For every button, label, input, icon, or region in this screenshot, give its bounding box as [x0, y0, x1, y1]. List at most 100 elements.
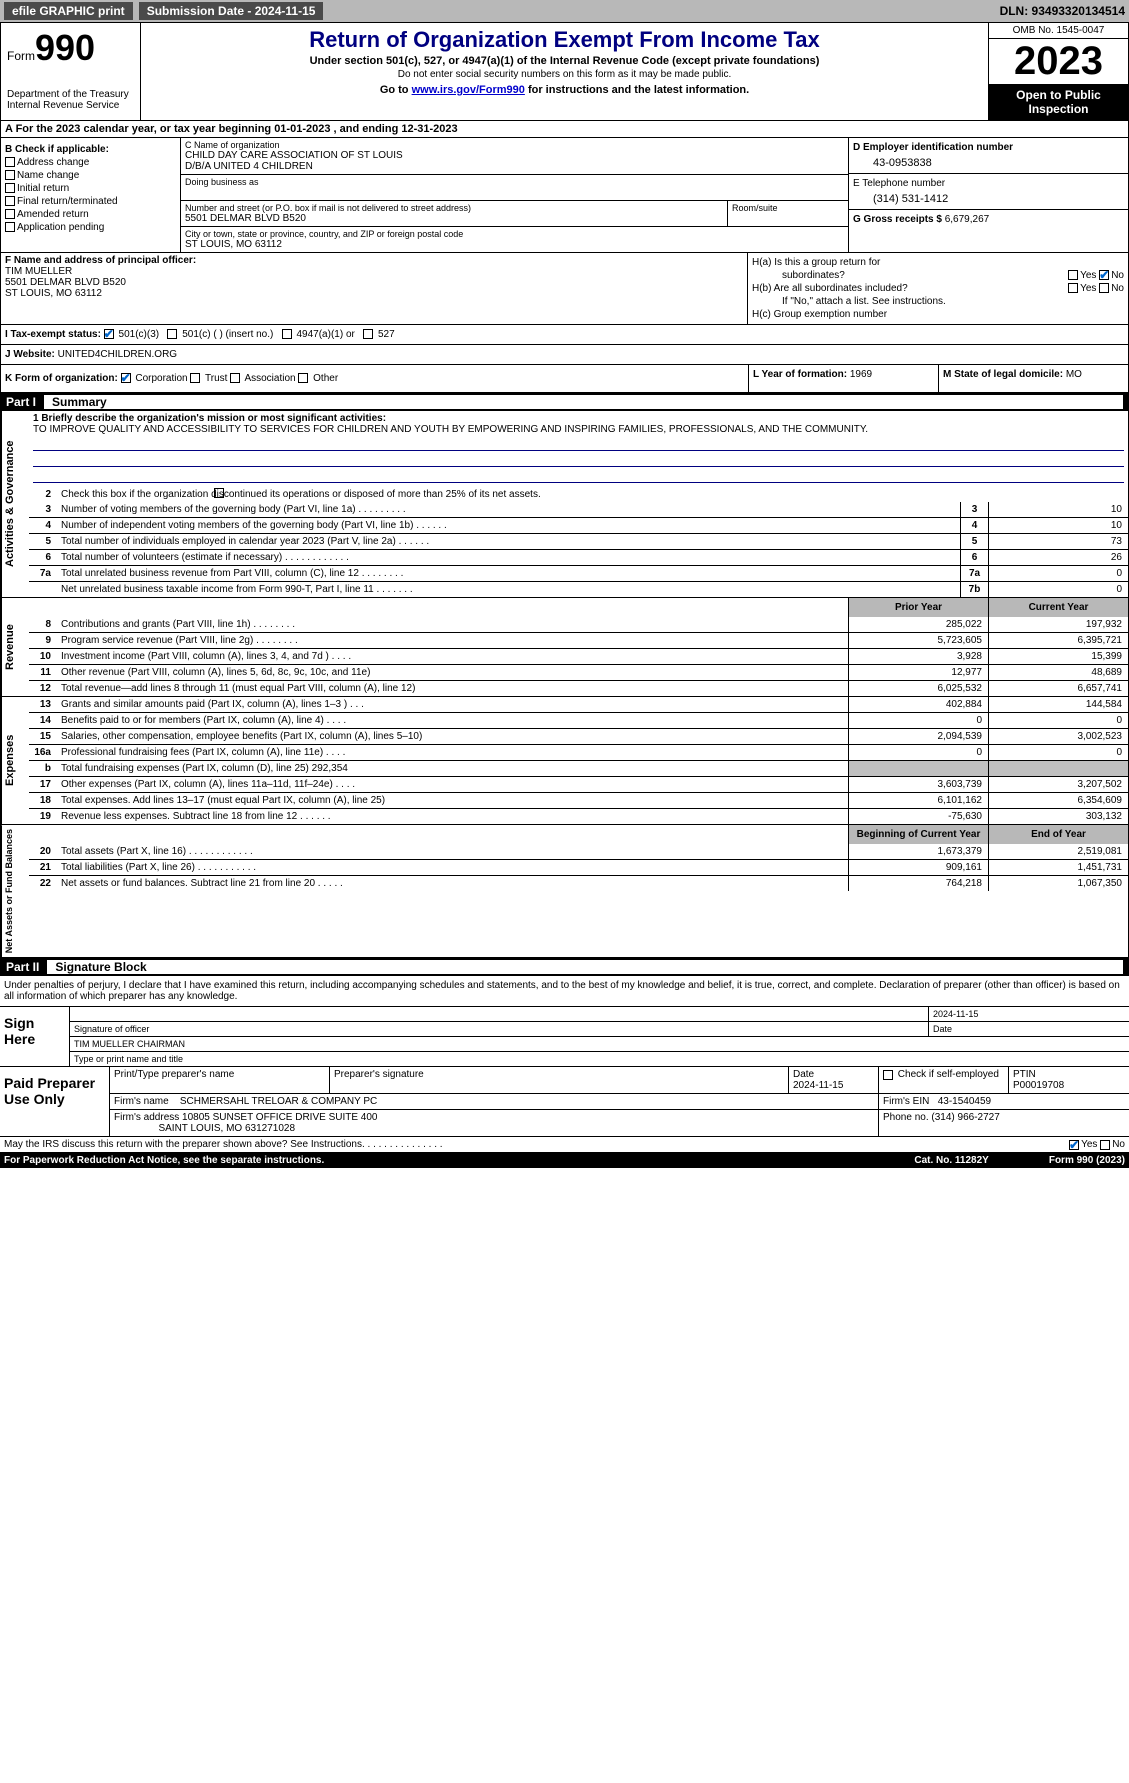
- officer-name: TIM MUELLER: [5, 266, 743, 277]
- exp-row: 14Benefits paid to or for members (Part …: [29, 713, 1128, 729]
- ein-value: 43-0953838: [853, 153, 1124, 169]
- exp-row: 16aProfessional fundraising fees (Part I…: [29, 745, 1128, 761]
- tax-year: 2023: [989, 39, 1128, 84]
- j-website: J Website: UNITED4CHILDREN.ORG: [1, 345, 1128, 364]
- cb-self-employed[interactable]: [883, 1070, 893, 1080]
- cb-address-change[interactable]: Address change: [5, 157, 176, 168]
- cb-4947[interactable]: [282, 329, 292, 339]
- sign-here-label: Sign Here: [0, 1007, 70, 1066]
- exp-row: 13Grants and similar amounts paid (Part …: [29, 697, 1128, 713]
- cb-other[interactable]: [298, 373, 308, 383]
- discuss-no[interactable]: [1100, 1140, 1110, 1150]
- col-b-checkboxes: B Check if applicable: Address change Na…: [1, 138, 181, 252]
- cb-final-return[interactable]: Final return/terminated: [5, 196, 176, 207]
- row-a-calendar: A For the 2023 calendar year, or tax yea…: [0, 121, 1129, 138]
- form-prefix: Form: [7, 49, 35, 63]
- org-name: CHILD DAY CARE ASSOCIATION OF ST LOUIS: [185, 150, 844, 161]
- hdr-end: End of Year: [988, 825, 1128, 844]
- vlabel-exp: Expenses: [1, 697, 29, 824]
- c-name-label: C Name of organization: [185, 140, 844, 150]
- h-box: H(a) Is this a group return for subordin…: [748, 253, 1128, 324]
- prep-date: 2024-11-15: [793, 1080, 843, 1091]
- street-box: Number and street (or P.O. box if mail i…: [181, 201, 728, 226]
- cb-501c3[interactable]: [104, 329, 114, 339]
- hb-yes[interactable]: [1068, 283, 1078, 293]
- form-subtitle1: Under section 501(c), 527, or 4947(a)(1)…: [145, 55, 984, 67]
- cb-527[interactable]: [363, 329, 373, 339]
- perjury-text: Under penalties of perjury, I declare th…: [0, 976, 1129, 1007]
- part1-header: Part I Summary: [0, 393, 1129, 411]
- l4-val: 10: [988, 518, 1128, 533]
- discuss-row: May the IRS discuss this return with the…: [0, 1137, 1129, 1153]
- cb-name-change[interactable]: Name change: [5, 170, 176, 181]
- date-label: Date: [929, 1022, 1129, 1036]
- year-formation: 1969: [850, 369, 872, 380]
- hb-no[interactable]: [1099, 283, 1109, 293]
- cb-amended-return[interactable]: Amended return: [5, 209, 176, 220]
- b-header: B Check if applicable:: [5, 144, 176, 155]
- ptin-value: P00019708: [1013, 1080, 1064, 1091]
- paid-preparer-label: Paid Preparer Use Only: [0, 1067, 110, 1136]
- org-dba: D/B/A UNITED 4 CHILDREN: [185, 161, 844, 172]
- c-dba-box: Doing business as: [181, 175, 848, 201]
- discuss-yes[interactable]: [1069, 1140, 1079, 1150]
- l3-val: 10: [988, 502, 1128, 517]
- cb-assoc[interactable]: [230, 373, 240, 383]
- paperwork-notice: For Paperwork Reduction Act Notice, see …: [4, 1155, 914, 1166]
- prep-sig-label: Preparer's signature: [330, 1067, 789, 1093]
- l-year: L Year of formation: 1969: [748, 365, 938, 392]
- officer-addr2: ST LOUIS, MO 63112: [5, 288, 743, 299]
- block-fh: F Name and address of principal officer:…: [0, 253, 1129, 325]
- cb-501c[interactable]: [167, 329, 177, 339]
- sign-date: 2024-11-15: [929, 1007, 1129, 1021]
- col-deg: D Employer identification number 43-0953…: [848, 138, 1128, 252]
- topbar: efile GRAPHIC print Submission Date - 20…: [0, 0, 1129, 22]
- block-bcdeg: B Check if applicable: Address change Na…: [0, 138, 1129, 253]
- cb-trust[interactable]: [190, 373, 200, 383]
- room-box: Room/suite: [728, 201, 848, 226]
- block-klm: K Form of organization: Corporation Trus…: [0, 365, 1129, 393]
- part1-ag-section: Activities & Governance 1 Briefly descri…: [0, 411, 1129, 598]
- firm-phone: (314) 966-2727: [931, 1112, 999, 1123]
- c-name-box: C Name of organization CHILD DAY CARE AS…: [181, 138, 848, 175]
- exp-row: 17Other expenses (Part IX, column (A), l…: [29, 777, 1128, 793]
- irs-link[interactable]: www.irs.gov/Form990: [412, 84, 525, 96]
- bottom-bar: For Paperwork Reduction Act Notice, see …: [0, 1153, 1129, 1168]
- k-form-org: K Form of organization: Corporation Trus…: [1, 365, 748, 392]
- block-i: I Tax-exempt status: 501(c)(3) 501(c) ( …: [0, 325, 1129, 345]
- g-gross-box: G Gross receipts $ 6,679,267: [849, 210, 1128, 229]
- vlabel-ag: Activities & Governance: [1, 411, 29, 597]
- form-title: Return of Organization Exempt From Incom…: [145, 27, 984, 53]
- l7b-val: 0: [988, 582, 1128, 597]
- c-city-box: City or town, state or province, country…: [181, 227, 848, 252]
- cb-discontinued[interactable]: [214, 488, 224, 498]
- firm-ein: 43-1540459: [938, 1096, 991, 1107]
- rev-row: 9Program service revenue (Part VIII, lin…: [29, 633, 1128, 649]
- name-title-label: Type or print name and title: [70, 1052, 1129, 1066]
- ha-yes[interactable]: [1068, 270, 1078, 280]
- line1-mission: 1 Briefly describe the organization's mi…: [29, 411, 1128, 487]
- ha-no[interactable]: [1099, 270, 1109, 280]
- omb-number: OMB No. 1545-0047: [989, 23, 1128, 39]
- rev-header-row: Prior Year Current Year: [29, 598, 1128, 617]
- net-row: 21Total liabilities (Part X, line 26) . …: [29, 860, 1128, 876]
- officer-name-title: TIM MUELLER CHAIRMAN: [70, 1037, 1129, 1051]
- form-id-box: Form990 Department of the Treasury Inter…: [1, 23, 141, 120]
- cb-application-pending[interactable]: Application pending: [5, 222, 176, 233]
- d-ein-box: D Employer identification number 43-0953…: [849, 138, 1128, 174]
- cb-corp[interactable]: [121, 373, 131, 383]
- sig-officer-label: Signature of officer: [70, 1022, 929, 1036]
- header-year-box: OMB No. 1545-0047 2023 Open to Public In…: [988, 23, 1128, 120]
- hdr-prior: Prior Year: [848, 598, 988, 617]
- irs-label: Internal Revenue Service: [7, 100, 134, 111]
- rev-row: 12Total revenue—add lines 8 through 11 (…: [29, 681, 1128, 696]
- firm-addr1: 10805 SUNSET OFFICE DRIVE SUITE 400: [182, 1112, 377, 1123]
- header-title-box: Return of Organization Exempt From Incom…: [141, 23, 988, 120]
- street-value: 5501 DELMAR BLVD B520: [185, 213, 723, 224]
- m-state: M State of legal domicile: MO: [938, 365, 1128, 392]
- rev-row: 11Other revenue (Part VIII, column (A), …: [29, 665, 1128, 681]
- cb-initial-return[interactable]: Initial return: [5, 183, 176, 194]
- col-c-name-addr: C Name of organization CHILD DAY CARE AS…: [181, 138, 848, 252]
- f-officer-box: F Name and address of principal officer:…: [1, 253, 748, 324]
- form-footer: Form 990 (2023): [1049, 1155, 1125, 1166]
